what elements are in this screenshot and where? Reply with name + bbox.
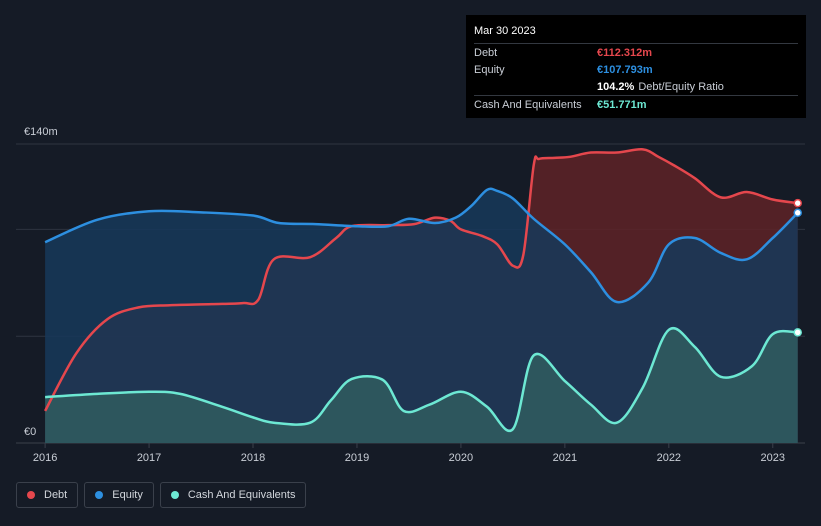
tooltip-ratio-label: Debt/Equity Ratio [638, 80, 724, 93]
tooltip-panel: Mar 30 2023 Debt €112.312m Equity €107.7… [466, 15, 806, 118]
cash-area [45, 328, 798, 443]
x-tick-label-2022: 2022 [657, 452, 681, 464]
legend-debt-label: Debt [44, 489, 68, 501]
x-axis: 2016 2017 2018 2019 2020 2021 2022 2023 [33, 443, 785, 464]
legend: Debt Equity Cash And Equivalents [16, 482, 307, 508]
debt-line [44, 148, 798, 412]
legend-item-debt[interactable]: Debt [16, 482, 79, 508]
x-tick-label-2019: 2019 [345, 452, 369, 464]
tooltip-cash-value: €51.771m [597, 98, 647, 111]
tooltip-row-cash: Cash And Equivalents €51.771m [474, 95, 798, 113]
legend-item-cash[interactable]: Cash And Equivalents [159, 482, 307, 508]
equity-line [44, 187, 799, 304]
cash-end-marker [793, 328, 802, 337]
y-tick-label-0: €140m [24, 126, 58, 138]
tooltip-equity-value: €107.793m [597, 63, 653, 76]
debt-dot-icon [27, 491, 35, 499]
y-tick-label-1: €0 [24, 426, 36, 438]
cash-dot-icon [170, 491, 179, 499]
equity-end-marker [793, 208, 802, 218]
tooltip-cash-label: Cash And Equivalents [474, 98, 582, 111]
tooltip-row-equity: Equity €107.793m [474, 61, 798, 78]
x-tick-label-2018: 2018 [241, 452, 265, 464]
tooltip-ratio-value: 104.2% [597, 80, 635, 93]
tooltip-row-debt: Debt €112.312m [474, 43, 798, 61]
tooltip-date: Mar 30 2023 [474, 25, 536, 37]
legend-cash-label: Cash And Equivalents [187, 489, 296, 501]
x-tick-label-2016: 2016 [33, 452, 57, 464]
tooltip-debt-label: Debt [474, 46, 498, 59]
tooltip-row-ratio: 104.2% Debt/Equity Ratio [474, 78, 798, 95]
equity-area [45, 188, 798, 443]
legend-item-equity[interactable]: Equity [84, 482, 154, 508]
cash-line [45, 327, 798, 433]
tooltip-equity-label: Equity [474, 63, 505, 76]
x-tick-label-2017: 2017 [137, 452, 161, 464]
area-fills [45, 149, 798, 443]
series-end-markers [793, 198, 802, 337]
x-tick-label-2020: 2020 [449, 452, 473, 464]
y-axis: €140m €0 [24, 126, 58, 438]
x-tick-label-2023: 2023 [761, 452, 785, 464]
legend-equity-label: Equity [112, 489, 143, 501]
equity-dot-icon [95, 491, 104, 499]
debt-end-marker [793, 198, 802, 208]
x-tick-label-2021: 2021 [553, 452, 577, 464]
tooltip-debt-value: €112.312m [597, 46, 653, 59]
series-lines [44, 148, 799, 433]
